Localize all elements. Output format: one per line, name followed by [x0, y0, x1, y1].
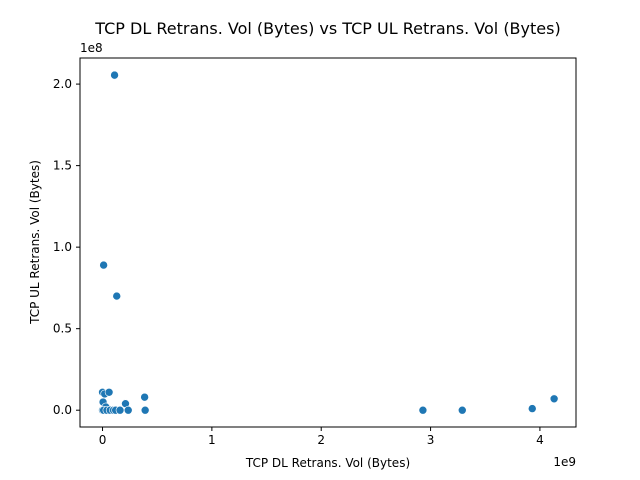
y-tick-label: 0.0 — [53, 403, 72, 417]
data-point — [549, 394, 559, 404]
plot-axes: 0 1 2 3 4 0.0 0.5 1.0 1.5 2.0 — [53, 77, 544, 447]
y-tick-label: 1.5 — [53, 159, 72, 173]
axes-spines — [79, 57, 577, 428]
x-tick-label: 2 — [317, 433, 325, 447]
y-tick-label: 0.5 — [53, 322, 72, 336]
x-tick-label: 0 — [99, 433, 107, 447]
data-point — [527, 404, 537, 413]
data-point — [112, 291, 122, 301]
y-tick-label: 2.0 — [53, 77, 72, 91]
data-point — [115, 405, 125, 415]
x-axis-label: TCP DL Retrans. Vol (Bytes) — [245, 456, 410, 470]
data-point — [123, 405, 133, 415]
data-point — [99, 260, 108, 270]
x-tick-label: 3 — [427, 433, 435, 447]
x-offset-label: 1e9 — [553, 455, 576, 469]
data-point — [457, 405, 467, 415]
data-point — [140, 392, 149, 402]
y-offset-label: 1e8 — [80, 41, 103, 55]
data-point — [140, 405, 150, 415]
chart-title: TCP DL Retrans. Vol (Bytes) vs TCP UL Re… — [94, 19, 560, 38]
data-point — [418, 405, 428, 415]
data-point — [110, 70, 119, 80]
data-point — [104, 387, 114, 397]
x-tick-label: 4 — [536, 433, 544, 447]
y-tick-label: 1.0 — [53, 240, 72, 254]
data-points — [98, 70, 559, 415]
y-axis-label: TCP UL Retrans. Vol (Bytes) — [28, 160, 42, 325]
plot-frame — [79, 57, 577, 428]
x-tick-label: 1 — [208, 433, 216, 447]
